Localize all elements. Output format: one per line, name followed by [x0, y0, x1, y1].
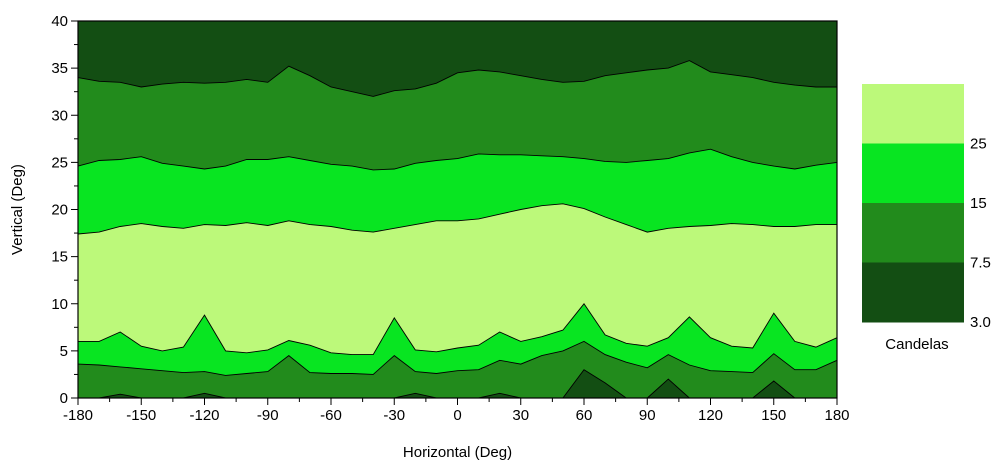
- x-axis-title: Horizontal (Deg): [403, 444, 512, 461]
- legend-swatch: [862, 84, 964, 144]
- legend-swatch: [862, 203, 964, 263]
- y-tick-label: 10: [51, 296, 68, 313]
- contour-line: [77, 60, 837, 97]
- x-tick-label: -180: [63, 407, 93, 424]
- x-tick-label: 60: [576, 407, 593, 424]
- contour-line: [77, 203, 837, 235]
- contour-line: [77, 340, 838, 376]
- y-tick-label: 15: [51, 249, 68, 266]
- y-tick-label: 0: [60, 390, 68, 407]
- x-tick-label: -60: [320, 407, 342, 424]
- contour-lines: [77, 60, 838, 399]
- y-axis: 0 5 10 15 20 25 30 35 40: [51, 13, 78, 407]
- color-legend: 3.0 7.5 15 25: [862, 84, 991, 331]
- legend-level-label: 15: [970, 195, 987, 212]
- x-tick-label: -30: [383, 407, 405, 424]
- y-tick-label: 25: [51, 154, 68, 171]
- legend-level-label: 3.0: [970, 314, 991, 331]
- x-tick-label: -150: [126, 407, 156, 424]
- x-tick-label: 90: [639, 407, 656, 424]
- x-tick-label: 120: [698, 407, 723, 424]
- x-axis: -180 -150 -120 -90 -60 -30 0 30 60 90 120 150 180: [63, 398, 850, 424]
- x-tick-label: 180: [824, 407, 849, 424]
- contour-line: [78, 303, 838, 356]
- x-tick-label: 150: [761, 407, 786, 424]
- y-tick-label: 20: [51, 202, 68, 219]
- y-tick-label: 35: [51, 60, 68, 77]
- y-tick-label: 30: [51, 107, 68, 124]
- x-tick-label: 0: [453, 407, 461, 424]
- contour-band: [78, 341, 837, 398]
- x-tick-label: -120: [189, 407, 219, 424]
- contour-band: [78, 369, 837, 398]
- legend-title: Candelas: [885, 336, 948, 353]
- y-axis-title: Vertical (Deg): [9, 164, 26, 255]
- x-tick-label: 30: [512, 407, 529, 424]
- y-tick-label: 40: [51, 13, 68, 30]
- contour-fills: [78, 21, 837, 398]
- contour-line: [77, 148, 838, 171]
- x-tick-label: -90: [257, 407, 279, 424]
- y-tick-label: 5: [60, 343, 68, 360]
- legend-swatch: [862, 143, 964, 204]
- legend-level-label: 7.5: [970, 255, 991, 272]
- legend-level-label: 25: [970, 136, 987, 153]
- legend-swatch: [862, 262, 964, 323]
